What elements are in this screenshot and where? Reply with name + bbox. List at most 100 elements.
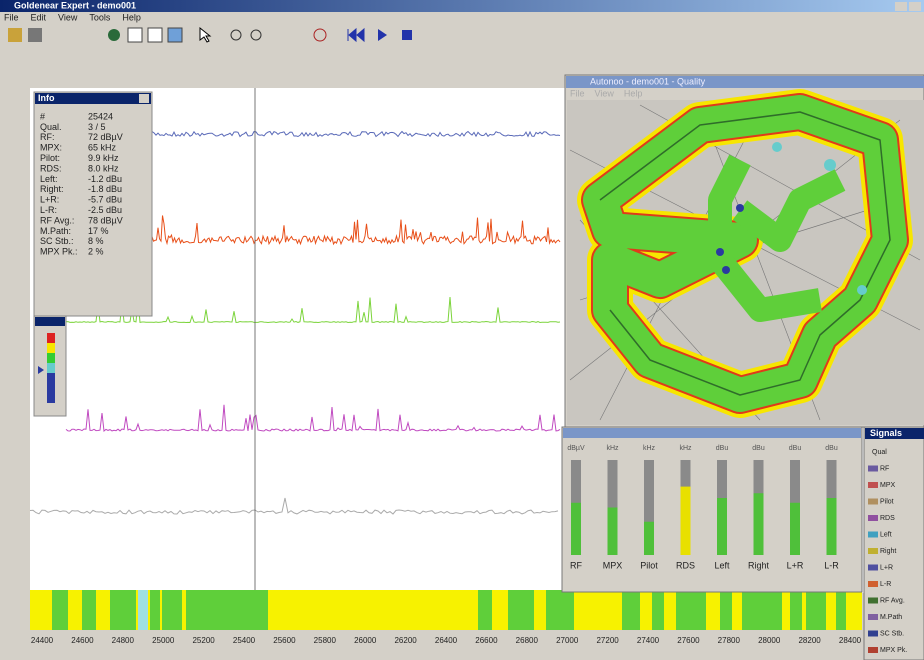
scale-cyan	[47, 363, 55, 373]
signal-item[interactable]: M.Path	[880, 614, 902, 621]
close-button[interactable]	[909, 2, 921, 11]
rewind-button[interactable]	[348, 29, 364, 41]
x-tick-label: 28000	[758, 636, 781, 645]
x-tick-label: 25600	[273, 636, 296, 645]
info-label: MPX Pk.:	[40, 247, 78, 257]
info-value: 3 / 5	[88, 122, 106, 132]
signal-swatch	[868, 565, 878, 571]
signal-item[interactable]: L-R	[880, 581, 891, 588]
map-menu-item[interactable]: File	[570, 88, 585, 98]
title-bar-bg	[0, 0, 924, 12]
meter-fill	[608, 508, 618, 556]
meter-unit: kHz	[679, 445, 692, 452]
toolbar	[8, 28, 412, 42]
signal-swatch	[868, 482, 878, 488]
info-label: Left:	[40, 174, 58, 184]
signal-item[interactable]: Qual	[872, 449, 887, 456]
color-scale-panel	[34, 316, 66, 416]
menu-item[interactable]: View	[58, 12, 78, 22]
quality-good	[806, 590, 826, 630]
signals-bg	[864, 427, 924, 660]
info-label: RDS:	[40, 163, 62, 173]
x-tick-label: 26600	[475, 636, 498, 645]
menu-item[interactable]: Edit	[31, 12, 47, 22]
info-label: M.Path:	[40, 226, 71, 236]
scale-green	[47, 353, 55, 363]
signal-item[interactable]: RF Avg.	[880, 597, 905, 604]
menu-item[interactable]: Tools	[89, 12, 111, 22]
map-window: Autonoo - demo001 - Quality	[565, 75, 924, 427]
map-menu-item[interactable]: Help	[624, 88, 643, 98]
signal-item[interactable]: RF	[880, 465, 889, 472]
info-title: Info	[38, 93, 55, 103]
quality-good	[742, 590, 782, 630]
minimize-button[interactable]	[895, 2, 907, 11]
x-tick-label: 25000	[152, 636, 175, 645]
scale-title-bar	[35, 317, 65, 326]
scale-red	[47, 333, 55, 343]
pointer-button[interactable]	[200, 28, 210, 42]
meter-fill	[790, 503, 800, 555]
signal-item[interactable]: Pilot	[880, 498, 894, 505]
x-tick-label: 24400	[31, 636, 54, 645]
signal-item[interactable]: MPX	[880, 482, 896, 489]
app-window: Goldenear Expert - demo001 File Edit View T…	[0, 0, 924, 660]
signal-item[interactable]: RDS	[880, 515, 895, 522]
globe-button[interactable]	[108, 29, 120, 41]
signal-item[interactable]: Right	[880, 548, 896, 555]
window-title: Goldenear Expert - demo001	[14, 0, 136, 10]
info-label: L-R:	[40, 205, 57, 215]
signal-item[interactable]: SC Stb.	[880, 630, 904, 637]
meter-unit: dBu	[752, 445, 765, 452]
meter-label: Pilot	[640, 560, 658, 570]
open-button[interactable]	[8, 28, 22, 42]
menu-item[interactable]: File	[4, 12, 19, 22]
info-close[interactable]	[139, 94, 149, 103]
stop-button[interactable]	[402, 30, 412, 40]
meter-label: RF	[570, 560, 582, 570]
info-value: -1.2 dBu	[88, 174, 122, 184]
info-value: 9.9 kHz	[88, 153, 119, 163]
quality-good	[622, 590, 640, 630]
play-button[interactable]	[378, 29, 387, 41]
info-value: 25424	[88, 111, 113, 121]
zoom-out-button[interactable]	[251, 30, 261, 40]
signal-item[interactable]: Left	[880, 531, 892, 538]
info-value: 8.0 kHz	[88, 163, 119, 173]
map-menu-item[interactable]: View	[595, 88, 615, 98]
meter-unit: dBu	[789, 445, 802, 452]
chart-button[interactable]	[128, 28, 142, 42]
menu-item[interactable]: Help	[122, 12, 141, 22]
signal-swatch	[868, 631, 878, 637]
meter-unit: dBu	[716, 445, 729, 452]
signal-swatch	[868, 614, 878, 620]
scale-yellow	[47, 343, 55, 353]
x-tick-label: 26800	[516, 636, 539, 645]
zoom-in-button[interactable]	[231, 30, 241, 40]
info-value: 72 dBµV	[88, 132, 123, 142]
chart2-button[interactable]	[148, 28, 162, 42]
info-value: 65 kHz	[88, 143, 117, 153]
quality-good	[150, 590, 160, 630]
target-button[interactable]	[314, 29, 326, 41]
x-tick-label: 27600	[677, 636, 700, 645]
info-value: 8 %	[88, 236, 104, 246]
map-title: Autonoo - demo001 - Quality	[590, 76, 706, 86]
signal-swatch	[868, 647, 878, 653]
print-button[interactable]	[28, 28, 42, 42]
quality-good	[676, 590, 706, 630]
title-bar: Goldenear Expert - demo001	[0, 0, 924, 12]
signal-swatch	[868, 548, 878, 554]
info-label: Pilot:	[40, 153, 60, 163]
signal-item[interactable]: MPX Pk.	[880, 647, 907, 654]
meter-unit: kHz	[643, 445, 656, 452]
meter-fill	[571, 503, 581, 555]
info-label: RF Avg.:	[40, 215, 74, 225]
x-axis: 2440024600248002500025200254002560025800…	[31, 636, 862, 645]
meters-panel: dBµVRFkHzMPXkHzPilotkHzRDSdBuLeftdBuRigh…	[562, 427, 862, 592]
info-value: 17 %	[88, 226, 109, 236]
meter-button[interactable]	[168, 28, 182, 42]
signals-title: Signals	[870, 428, 902, 438]
signal-item[interactable]: L+R	[880, 564, 893, 571]
info-panel: Info #25424Qual.3 / 5RF:72 dBµVMPX:65 kH…	[34, 92, 152, 316]
